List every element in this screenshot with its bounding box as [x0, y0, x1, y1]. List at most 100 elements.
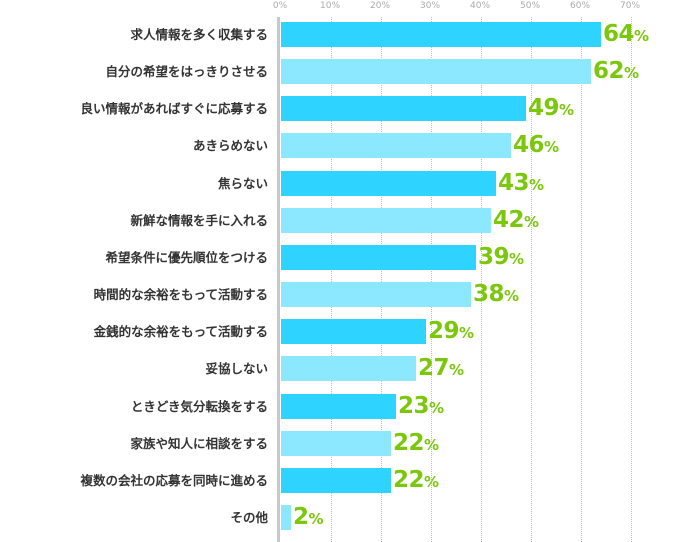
gridline	[381, 17, 382, 542]
x-tick-label: 30%	[419, 1, 441, 11]
value-label: 29%	[428, 317, 474, 346]
percent-sign: %	[544, 138, 560, 156]
value-label: 22%	[393, 466, 439, 495]
category-label: 求人情報を多く収集する	[130, 27, 268, 42]
percent-sign: %	[449, 361, 465, 379]
value-number: 22	[393, 430, 425, 456]
bar-row: あきらめない 46%	[0, 131, 696, 160]
category-label: その他	[230, 510, 268, 525]
value-label: 62%	[593, 57, 639, 86]
gridline	[331, 17, 332, 542]
value-number: 46	[513, 132, 545, 158]
bar-row: 求人情報を多く収集する 64%	[0, 20, 696, 49]
bar-row: 焦らない 43%	[0, 169, 696, 198]
bar	[281, 171, 496, 196]
category-label: 希望条件に優先順位をつける	[105, 250, 268, 265]
percent-sign: %	[559, 101, 575, 119]
value-label: 27%	[418, 354, 464, 383]
bar	[281, 282, 471, 307]
category-label: 妥協しない	[205, 361, 268, 376]
bar-row: その他 2%	[0, 503, 696, 532]
value-number: 62	[593, 58, 625, 84]
bar	[281, 96, 526, 121]
bar	[281, 208, 491, 233]
bar	[281, 59, 591, 84]
bar-row: 複数の会社の応募を同時に進める 22%	[0, 466, 696, 495]
category-label: 家族や知人に相談をする	[130, 436, 268, 451]
bar-row: 良い情報があればすぐに応募する 49%	[0, 94, 696, 123]
value-number: 39	[478, 244, 510, 270]
category-label: 良い情報があればすぐに応募する	[80, 101, 268, 116]
value-label: 49%	[528, 94, 574, 123]
x-tick-label: 60%	[569, 1, 591, 11]
bar-row: 時間的な余裕をもって活動する 38%	[0, 280, 696, 309]
bar	[281, 245, 476, 270]
value-number: 64	[603, 21, 635, 47]
percent-sign: %	[504, 287, 520, 305]
value-number: 23	[398, 393, 430, 419]
value-label: 2%	[293, 503, 324, 532]
category-label: 新鮮な情報を手に入れる	[130, 213, 268, 228]
category-label: 焦らない	[217, 176, 268, 191]
percent-sign: %	[424, 436, 440, 454]
value-number: 49	[528, 95, 560, 121]
category-label: 金銭的な余裕をもって活動する	[93, 324, 268, 339]
bar-row: 自分の希望をはっきりさせる 62%	[0, 57, 696, 86]
bar	[281, 356, 416, 381]
percent-sign: %	[624, 64, 640, 82]
value-label: 42%	[493, 206, 539, 235]
x-tick-label: 40%	[469, 1, 491, 11]
bar-row: 家族や知人に相談をする 22%	[0, 429, 696, 458]
y-axis-line	[277, 17, 280, 542]
value-label: 23%	[398, 392, 444, 421]
category-label: 自分の希望をはっきりさせる	[105, 64, 268, 79]
x-tick-label: 50%	[519, 1, 541, 11]
category-label: 時間的な余裕をもって活動する	[93, 287, 268, 302]
gridline	[481, 17, 482, 542]
bar	[281, 319, 426, 344]
gridline	[581, 17, 582, 542]
category-label: ときどき気分転換をする	[130, 399, 268, 414]
bar	[281, 133, 511, 158]
bar	[281, 431, 391, 456]
percent-sign: %	[634, 27, 650, 45]
gridline	[431, 17, 432, 542]
value-number: 43	[498, 170, 530, 196]
percent-sign: %	[529, 176, 545, 194]
bar-row: ときどき気分転換をする 23%	[0, 392, 696, 421]
gridline	[631, 17, 632, 542]
x-tick-label: 20%	[369, 1, 391, 11]
bar-row: 金銭的な余裕をもって活動する 29%	[0, 317, 696, 346]
category-label: 複数の会社の応募を同時に進める	[80, 473, 268, 488]
value-label: 38%	[473, 280, 519, 309]
bar-row: 希望条件に優先順位をつける 39%	[0, 243, 696, 272]
bar	[281, 22, 601, 47]
value-label: 64%	[603, 20, 649, 49]
percent-sign: %	[424, 473, 440, 491]
percent-sign: %	[459, 324, 475, 342]
bar-row: 妥協しない 27%	[0, 354, 696, 383]
percent-sign: %	[308, 510, 324, 528]
value-label: 46%	[513, 131, 559, 160]
bar	[281, 394, 396, 419]
x-tick-label: 10%	[319, 1, 341, 11]
bar	[281, 468, 391, 493]
value-number: 2	[293, 504, 309, 530]
gridline	[531, 17, 532, 542]
bar	[281, 505, 291, 530]
value-number: 29	[428, 318, 460, 344]
category-label: あきらめない	[192, 138, 268, 153]
value-number: 42	[493, 207, 525, 233]
percent-sign: %	[509, 250, 525, 268]
value-label: 39%	[478, 243, 524, 272]
percent-sign: %	[429, 399, 445, 417]
value-label: 22%	[393, 429, 439, 458]
percent-sign: %	[524, 213, 540, 231]
value-label: 43%	[498, 169, 544, 198]
x-tick-label: 0%	[272, 1, 288, 11]
value-number: 22	[393, 467, 425, 493]
value-number: 27	[418, 355, 450, 381]
x-tick-label: 70%	[619, 1, 641, 11]
value-number: 38	[473, 281, 505, 307]
bar-row: 新鮮な情報を手に入れる 42%	[0, 206, 696, 235]
